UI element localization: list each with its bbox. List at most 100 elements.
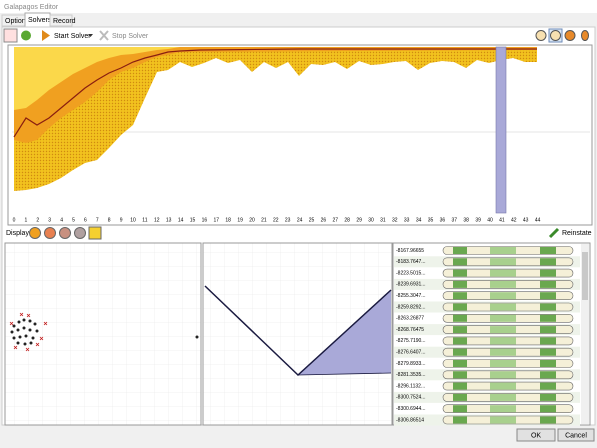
genome-fitness[interactable]: -8259.8292... [396, 304, 425, 310]
gene [540, 314, 556, 322]
gene [490, 348, 516, 356]
gene [453, 348, 467, 356]
generation-label: 11 [142, 217, 147, 223]
genome-rows: -8167.96655 -8183.7647... -8223.5015... -82… [394, 245, 580, 426]
display-mode[interactable] [59, 227, 71, 239]
generation-label: 16 [202, 217, 208, 223]
gene [453, 269, 467, 277]
generation-label: 15 [190, 217, 196, 223]
genome-fitness[interactable]: -8281.3535... [396, 372, 425, 378]
ok-label[interactable]: OK [531, 432, 541, 439]
genome-cluster [9, 312, 199, 352]
scrollbar[interactable] [581, 244, 589, 424]
scroll-thumb[interactable] [582, 252, 588, 300]
start-icon[interactable] [42, 30, 50, 41]
tool-icon[interactable] [550, 30, 561, 41]
dropdown[interactable] [88, 34, 93, 37]
start-solver[interactable]: Start Solver [54, 33, 91, 40]
reinstate-icon[interactable] [548, 227, 560, 239]
gene [490, 314, 516, 322]
gene [453, 326, 467, 334]
genome-fitness[interactable]: -8263.26877 [396, 316, 424, 322]
generation-label: 32 [392, 217, 398, 223]
generation-label: 28 [344, 217, 350, 223]
display-label: Display [6, 230, 29, 237]
generation-label: 41 [499, 217, 505, 223]
generation-label: 19 [237, 217, 243, 223]
gene [490, 360, 516, 367]
tab[interactable] [49, 14, 73, 27]
generation-label: 21 [261, 217, 267, 223]
generation-label: 12 [154, 217, 160, 223]
gene [453, 405, 467, 413]
gene [490, 280, 516, 288]
genome-fitness[interactable]: -8223.5015... [396, 270, 425, 276]
display-mode[interactable] [29, 227, 41, 239]
gene [453, 371, 467, 379]
generation-label: 31 [380, 217, 386, 223]
reinstate[interactable]: Reinstate [562, 230, 592, 237]
generation-label: 33 [404, 217, 410, 223]
gene [540, 382, 556, 390]
tool-button[interactable] [581, 30, 589, 41]
generation-label: 29 [356, 217, 362, 223]
genome-fitness[interactable]: -8255.3047... [396, 293, 425, 299]
generation-label: 6 [84, 217, 87, 223]
display-mode[interactable] [74, 227, 86, 239]
genome-fitness[interactable]: -8296.1132... [396, 383, 425, 389]
tab-label[interactable]: Record [53, 18, 76, 25]
genome-fitness[interactable]: -8300.6944... [396, 406, 425, 412]
gene [453, 258, 467, 266]
cancel-label[interactable]: Cancel [565, 432, 587, 439]
gene [490, 371, 516, 379]
generation-label: 23 [285, 217, 291, 223]
generation-label: 10 [130, 217, 136, 223]
generation-label: 13 [166, 217, 172, 223]
generation-label: 43 [523, 217, 529, 223]
tool-button[interactable] [535, 30, 547, 41]
generation-label: 39 [475, 217, 481, 223]
gene [490, 405, 516, 413]
gene [490, 326, 516, 334]
gene [490, 393, 516, 401]
generation-label: 1 [25, 217, 28, 223]
generation-label: 7 [96, 217, 99, 223]
tool-button[interactable] [3, 28, 18, 43]
display-mode[interactable] [44, 227, 56, 239]
generation-label: 18 [225, 217, 231, 223]
genome-fitness[interactable]: -8279.8933... [396, 361, 425, 367]
genome-fitness[interactable]: -8300.7524... [396, 395, 425, 401]
ok-button[interactable] [516, 428, 556, 442]
gene [540, 258, 556, 266]
display-mode[interactable] [88, 226, 102, 240]
genome-fitness[interactable]: -8183.7647... [396, 259, 425, 265]
gene [540, 371, 556, 379]
fitness-top [14, 47, 180, 110]
generation-label: 14 [178, 217, 184, 223]
cancel-button[interactable] [557, 428, 595, 442]
genome-fitness[interactable]: -8275.7190... [396, 338, 425, 344]
gene [453, 337, 467, 345]
tool-button[interactable] [564, 30, 576, 41]
generation-label: 35 [428, 217, 434, 223]
genome-fitness[interactable]: -8167.96655 [396, 248, 424, 254]
tool-button[interactable] [21, 30, 31, 41]
stop-solver: Stop Solver [112, 33, 149, 40]
generation-label: 2 [36, 217, 39, 223]
genome-fitness[interactable]: -8268.76475 [396, 327, 424, 333]
stop-icon [99, 30, 109, 41]
generation-label: 5 [72, 217, 75, 223]
genome-fitness[interactable]: -8276.6407... [396, 350, 425, 356]
gene [540, 247, 556, 254]
genome-fitness[interactable]: -8239.6931... [396, 282, 425, 288]
generation-label: 42 [511, 217, 517, 223]
genome-fitness[interactable]: -8306.86514 [396, 417, 424, 423]
gene [540, 292, 556, 300]
tab-label[interactable]: Options [5, 18, 30, 25]
gene [453, 303, 467, 311]
gene [540, 393, 556, 401]
generation-highlight[interactable] [495, 46, 507, 214]
generation-label: 40 [487, 217, 493, 223]
gene [540, 280, 556, 288]
tab-label[interactable]: Solvers [28, 17, 52, 24]
